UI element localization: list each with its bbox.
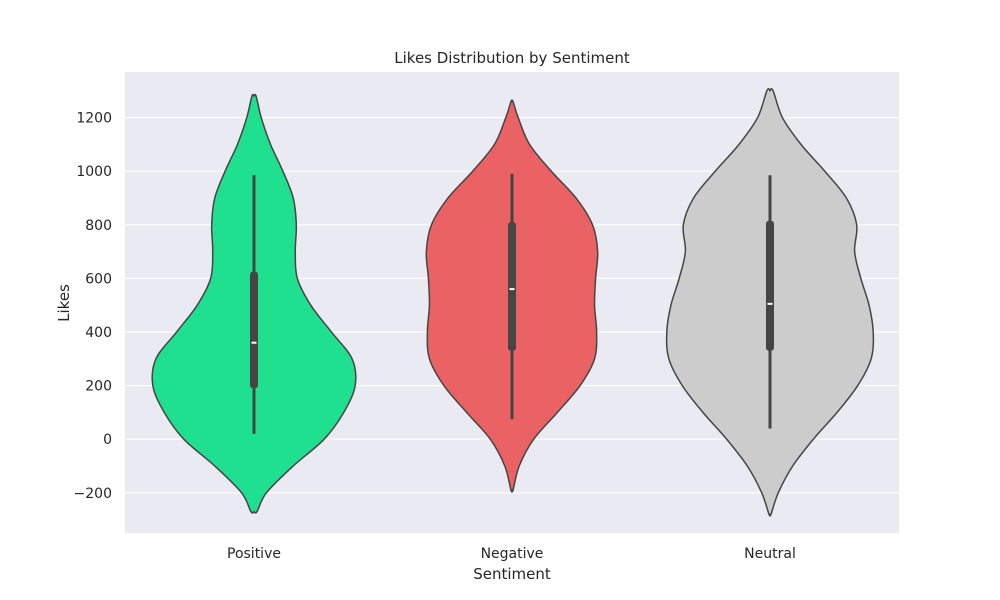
y-tick-label: 800 <box>85 218 112 234</box>
y-tick-label: 1000 <box>76 164 112 180</box>
y-tick-label: 0 <box>103 432 112 448</box>
chart-title: Likes Distribution by Sentiment <box>394 49 630 67</box>
violin-positive <box>151 93 357 514</box>
y-axis-label: Likes <box>55 284 73 322</box>
y-axis-ticks: −200 0 200 400 600 800 1000 1200 <box>74 111 112 502</box>
y-tick-label: 400 <box>85 325 112 341</box>
y-tick-label: 200 <box>85 379 112 395</box>
y-tick-label: 600 <box>85 271 112 287</box>
x-tick-label: Negative <box>481 546 544 562</box>
violins <box>151 88 875 517</box>
violin-box <box>250 271 258 389</box>
x-axis-ticks: Positive Negative Neutral <box>227 546 796 562</box>
x-tick-label: Neutral <box>744 546 796 562</box>
y-tick-label: 1200 <box>76 111 112 127</box>
y-tick-label: −200 <box>74 486 112 502</box>
violin-neutral <box>665 88 875 517</box>
violin-negative <box>425 99 599 493</box>
x-tick-label: Positive <box>227 546 281 562</box>
violin-box <box>766 220 774 351</box>
violin-box <box>508 222 516 351</box>
x-axis-label: Sentiment <box>473 565 551 583</box>
